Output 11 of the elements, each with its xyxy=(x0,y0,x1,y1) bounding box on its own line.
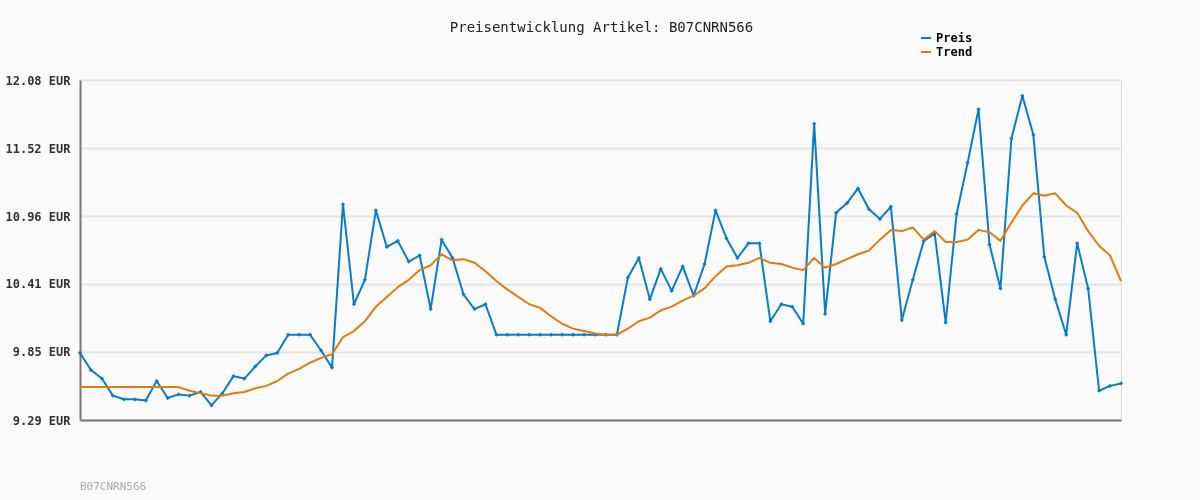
y-tick-label: 12.08 EUR xyxy=(5,73,72,88)
text: B07CNRN566 xyxy=(80,480,147,493)
line-series xyxy=(79,192,1122,397)
y-tick-label: 10.96 EUR xyxy=(5,209,72,224)
y-tick-label: 10.41 EUR xyxy=(5,277,72,292)
y-tick-label: 9.29 EUR xyxy=(12,413,72,428)
y-tick-label: 9.85 EUR xyxy=(12,345,72,360)
y-tick-label: 11.52 EUR xyxy=(5,141,72,156)
legend-label: Trend xyxy=(936,45,973,59)
legend-label: Preis xyxy=(936,31,973,45)
chart-title: Preisentwicklung Artikel: B07CNRN566 xyxy=(449,19,754,35)
